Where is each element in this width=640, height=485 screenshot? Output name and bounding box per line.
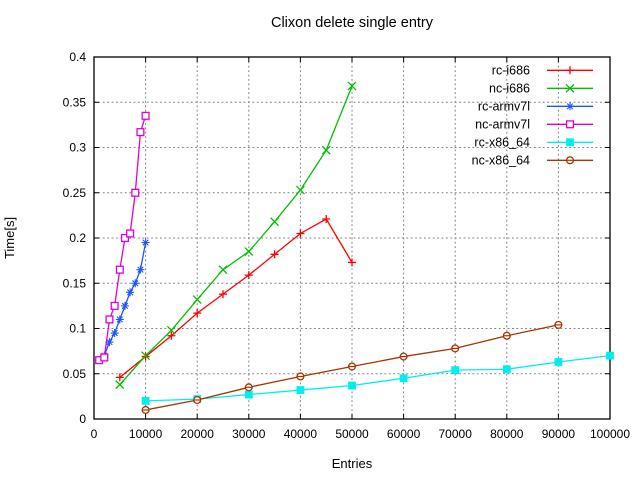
svg-text:0.05: 0.05 xyxy=(63,367,87,381)
svg-text:0: 0 xyxy=(79,412,86,426)
svg-text:0.15: 0.15 xyxy=(63,276,87,290)
svg-text:60000: 60000 xyxy=(387,427,421,441)
svg-text:40000: 40000 xyxy=(284,427,318,441)
svg-text:70000: 70000 xyxy=(439,427,473,441)
svg-text:0.2: 0.2 xyxy=(69,231,86,245)
svg-text:0.1: 0.1 xyxy=(69,322,86,336)
svg-text:nc-i686: nc-i686 xyxy=(489,81,530,95)
svg-text:100000: 100000 xyxy=(590,427,630,441)
svg-text:90000: 90000 xyxy=(542,427,576,441)
svg-text:10000: 10000 xyxy=(129,427,163,441)
svg-text:0.3: 0.3 xyxy=(69,141,86,155)
svg-text:nc-armv7l: nc-armv7l xyxy=(475,117,530,131)
svg-text:Entries: Entries xyxy=(332,456,373,471)
svg-text:rc-x86_64: rc-x86_64 xyxy=(474,135,530,149)
svg-text:50000: 50000 xyxy=(335,427,369,441)
svg-text:0.25: 0.25 xyxy=(63,186,87,200)
svg-text:0: 0 xyxy=(91,427,98,441)
svg-text:Time[s]: Time[s] xyxy=(2,217,17,259)
svg-text:rc-i686: rc-i686 xyxy=(492,63,530,77)
svg-text:nc-x86_64: nc-x86_64 xyxy=(472,153,530,167)
svg-text:0.4: 0.4 xyxy=(69,50,86,64)
svg-text:rc-armv7l: rc-armv7l xyxy=(478,99,530,113)
svg-text:20000: 20000 xyxy=(181,427,215,441)
svg-text:80000: 80000 xyxy=(490,427,524,441)
svg-text:0.35: 0.35 xyxy=(63,95,87,109)
svg-text:30000: 30000 xyxy=(232,427,266,441)
svg-text:Clixon delete single entry: Clixon delete single entry xyxy=(271,15,434,31)
